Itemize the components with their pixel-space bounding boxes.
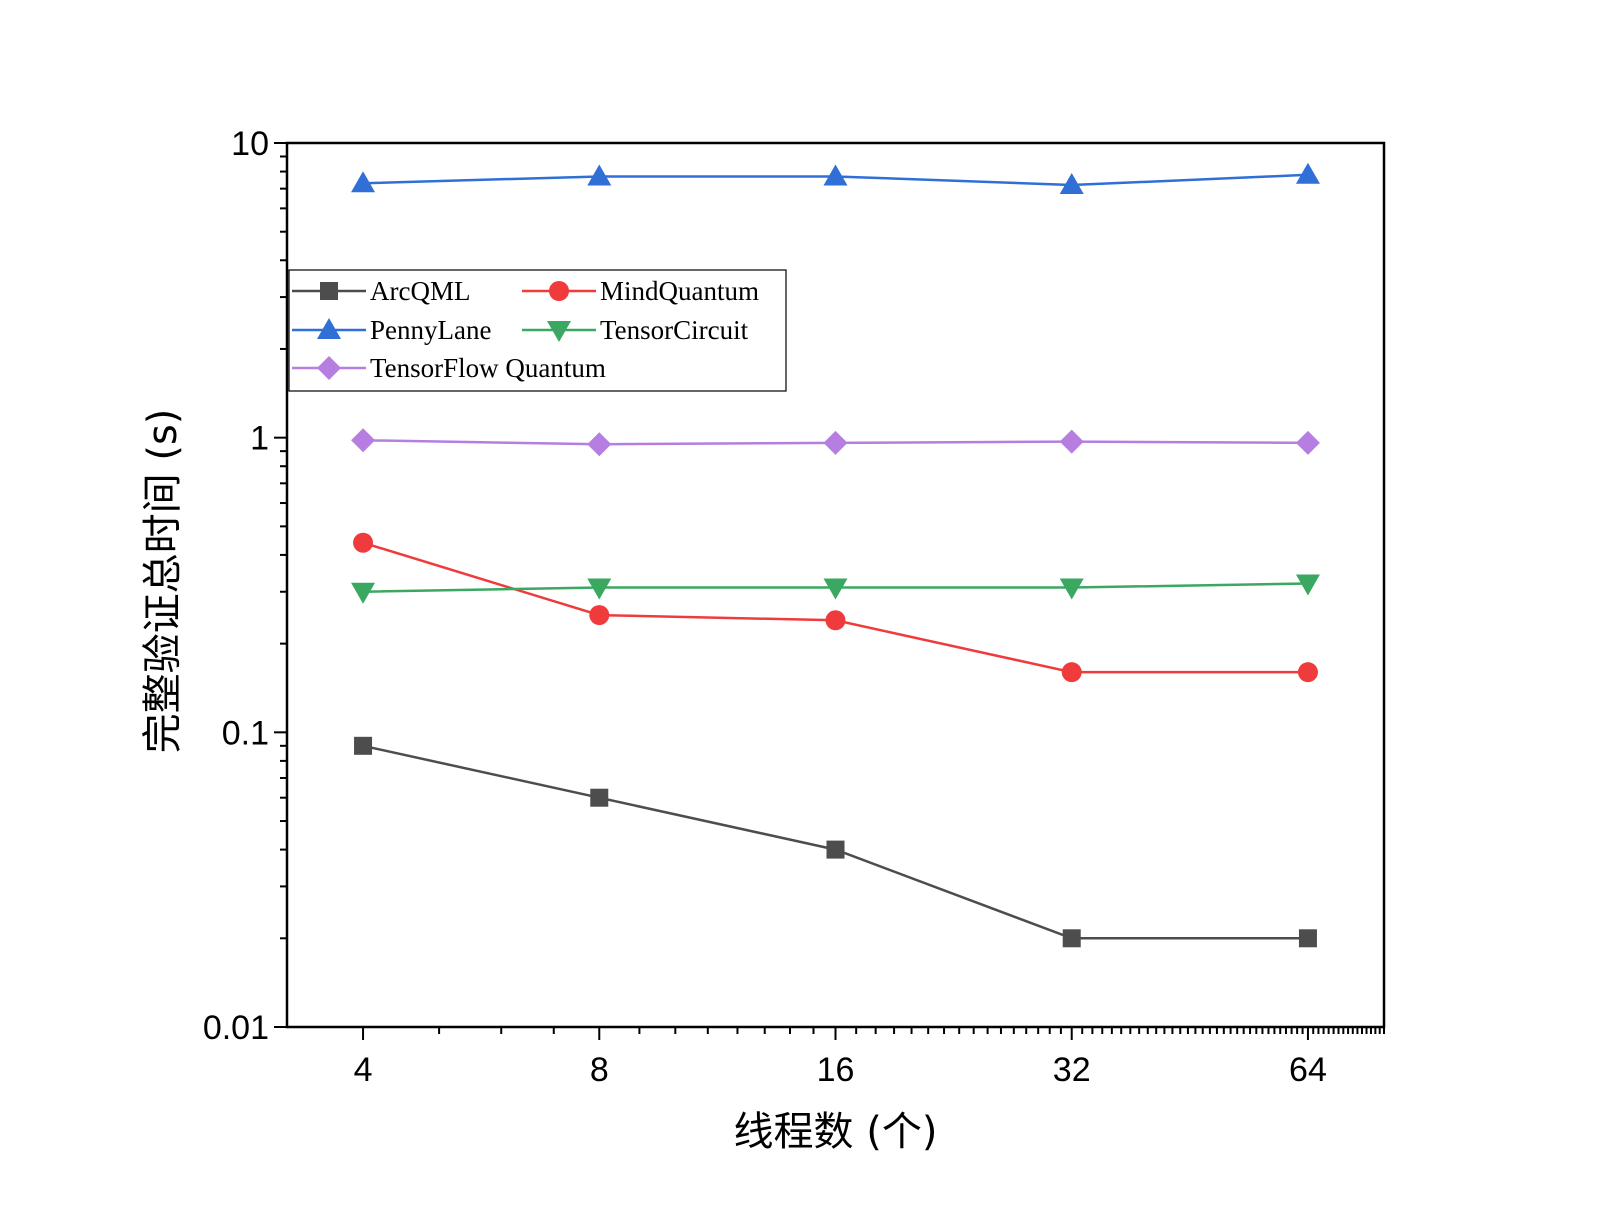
data-point-mindquantum xyxy=(353,532,374,553)
data-point-mindquantum xyxy=(825,610,846,631)
plot-series xyxy=(351,162,1320,948)
legend-marker xyxy=(317,356,341,380)
y-tick-label: 0.01 xyxy=(203,1009,269,1047)
legend-item-tensorcircuit: TensorCircuit xyxy=(522,315,749,345)
legend-item-arcqml: ArcQML xyxy=(292,276,470,306)
y-tick-label: 10 xyxy=(231,125,269,163)
y-tick-label: 0.1 xyxy=(222,714,269,752)
data-point-tensorflow-quantum xyxy=(351,428,376,453)
x-tick-label: 16 xyxy=(817,1051,855,1089)
legend-marker xyxy=(547,321,571,342)
data-point-tensorcircuit xyxy=(1295,574,1320,596)
legend-label: PennyLane xyxy=(370,315,491,345)
data-point-tensorflow-quantum xyxy=(1295,430,1320,455)
legend-marker xyxy=(317,318,341,339)
y-axis-title: 完整验证总时间 (s) xyxy=(140,409,186,754)
legend-label: TensorCircuit xyxy=(600,315,749,345)
x-axis-title: 线程数 (个) xyxy=(734,1109,938,1155)
data-point-arcqml xyxy=(590,788,609,807)
legend-label: MindQuantum xyxy=(600,276,759,306)
data-point-pennylane xyxy=(1295,162,1320,184)
x-tick-label: 4 xyxy=(354,1051,373,1089)
plot-frame xyxy=(285,141,1386,1029)
legend-marker xyxy=(320,282,338,300)
x-tick-label: 8 xyxy=(590,1051,609,1089)
data-point-pennylane xyxy=(351,171,376,193)
series-mindquantum xyxy=(353,532,1318,683)
data-point-mindquantum xyxy=(1297,662,1318,683)
legend-item-mindquantum: MindQuantum xyxy=(522,276,759,306)
legend-label: ArcQML xyxy=(370,276,470,306)
data-point-arcqml xyxy=(1062,929,1081,948)
legend-item-pennylane: PennyLane xyxy=(292,315,491,345)
series-arcqml xyxy=(354,736,1317,948)
data-point-tensorcircuit xyxy=(587,578,612,600)
legend: ArcQML MindQuantum PennyLane TensorCircuit T… xyxy=(288,269,787,392)
data-point-pennylane xyxy=(587,164,612,186)
data-point-tensorflow-quantum xyxy=(587,432,612,457)
y-tick-label: 1 xyxy=(250,420,269,458)
data-point-arcqml xyxy=(354,736,373,755)
data-point-tensorcircuit xyxy=(351,582,376,604)
legend-label: TensorFlow Quantum xyxy=(370,353,606,383)
data-point-mindquantum xyxy=(1061,662,1082,683)
data-point-tensorflow-quantum xyxy=(1059,429,1084,454)
data-point-tensorcircuit xyxy=(823,578,848,600)
data-point-pennylane xyxy=(1059,173,1084,195)
data-point-tensorcircuit xyxy=(1059,578,1084,600)
series-pennylane xyxy=(351,162,1320,195)
data-point-mindquantum xyxy=(589,605,610,626)
series-tensorflow-quantum xyxy=(351,428,1320,457)
legend-marker xyxy=(549,281,569,301)
data-point-tensorflow-quantum xyxy=(823,430,848,455)
data-point-pennylane xyxy=(823,164,848,186)
data-point-arcqml xyxy=(1298,929,1317,948)
x-tick-label: 32 xyxy=(1053,1051,1091,1089)
x-tick-label: 64 xyxy=(1289,1051,1327,1089)
series-tensorcircuit xyxy=(351,574,1320,604)
legend-item-tensorflow-quantum: TensorFlow Quantum xyxy=(292,353,606,383)
data-point-arcqml xyxy=(826,840,845,859)
series-line-mindquantum xyxy=(362,541,1308,674)
